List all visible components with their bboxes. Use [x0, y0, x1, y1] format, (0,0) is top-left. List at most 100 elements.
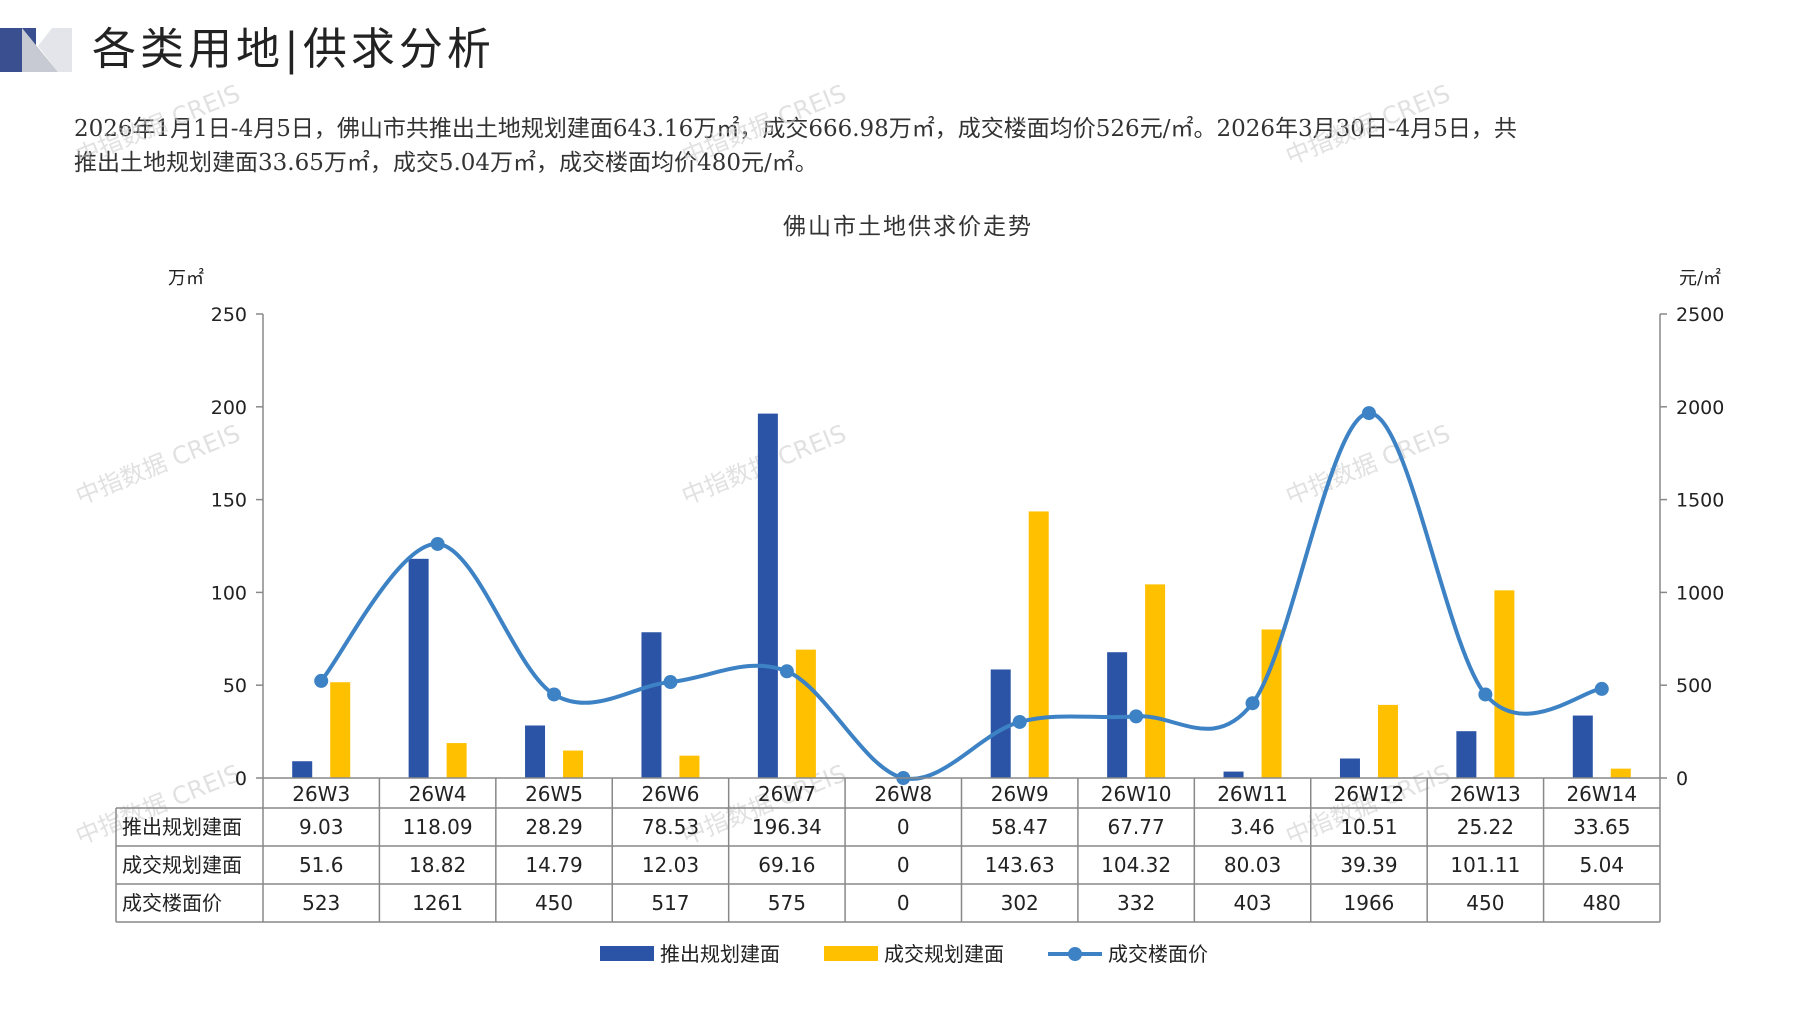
category-label: 26W3 — [292, 782, 350, 806]
table-cell-value: 0 — [897, 815, 910, 839]
category-label: 26W6 — [641, 782, 699, 806]
left-tick-label: 250 — [211, 304, 247, 326]
bar-deal — [1610, 768, 1631, 778]
right-tick-label: 500 — [1676, 675, 1712, 697]
price-point — [663, 675, 678, 690]
summary-line-2: 推出土地规划建面33.65万㎡，成交5.04万㎡，成交楼面均价480元/㎡。 — [74, 150, 818, 176]
table-cell-value: 143.63 — [985, 853, 1055, 877]
bar-deal — [1494, 590, 1515, 778]
category-label: 26W7 — [758, 782, 816, 806]
bar-supply — [1223, 771, 1244, 778]
right-tick-label: 1000 — [1676, 582, 1724, 604]
category-label: 26W13 — [1450, 782, 1521, 806]
bar-deal — [1261, 629, 1282, 778]
table-cell-value: 14.79 — [525, 853, 582, 877]
table-cell-value: 403 — [1233, 891, 1271, 915]
right-tick-label: 2000 — [1676, 397, 1724, 419]
right-axis-unit: 元/㎡ — [1679, 267, 1721, 289]
bar-deal — [330, 682, 351, 778]
left-tick-label: 150 — [211, 490, 247, 512]
table-cell-value: 101.11 — [1450, 853, 1520, 877]
table-cell-value: 51.6 — [299, 853, 344, 877]
price-point — [430, 536, 445, 551]
legend-price-label: 成交楼面价 — [1108, 942, 1208, 966]
bar-supply — [641, 632, 662, 778]
price-point — [1012, 714, 1027, 729]
chart-legend: 推出规划建面 成交规划建面 成交楼面价 — [600, 942, 1208, 966]
bar-deal — [446, 743, 467, 778]
table-cell-value: 80.03 — [1224, 853, 1281, 877]
price-point — [547, 687, 562, 702]
table-cell-value: 12.03 — [642, 853, 699, 877]
table-cell-value: 39.39 — [1340, 853, 1397, 877]
price-point — [779, 664, 794, 679]
price-point — [314, 673, 329, 688]
table-cell-value: 10.51 — [1340, 815, 1397, 839]
bar-deal — [795, 649, 816, 778]
category-label: 26W8 — [874, 782, 932, 806]
summary-text: 2026年1月1日-4月5日，佛山市共推出土地规划建面643.16万㎡，成交66… — [74, 112, 1734, 180]
bar-supply — [292, 761, 313, 778]
watermark-text: 中指数据 CREIS — [1282, 79, 1454, 170]
table-cell-value: 450 — [535, 891, 573, 915]
chart-title: 佛山市土地供求价走势 — [783, 214, 1033, 240]
table-cell-value: 0 — [897, 853, 910, 877]
table-cell-value: 3.46 — [1230, 815, 1275, 839]
price-line-series — [314, 406, 1609, 785]
left-tick-label: 50 — [223, 675, 247, 697]
bar-deal — [679, 755, 700, 778]
category-label: 26W9 — [991, 782, 1049, 806]
table-row-label: 成交楼面价 — [122, 891, 222, 915]
price-point — [1361, 406, 1376, 421]
data-table: 26W3 26W4 26W5 26W6 26W7 26W8 26W9 26W10 26W11 26… — [115, 777, 1661, 923]
table-cell-value: 0 — [897, 891, 910, 915]
right-tick-label: 1500 — [1676, 490, 1724, 512]
category-label: 26W5 — [525, 782, 583, 806]
category-label: 26W10 — [1101, 782, 1172, 806]
bar-supply — [990, 669, 1011, 778]
left-tick-label: 0 — [235, 768, 247, 790]
right-tick-label: 2500 — [1676, 304, 1724, 326]
bar-supply — [408, 558, 429, 778]
table-cell-value: 104.32 — [1101, 853, 1171, 877]
table-cell-value: 25.22 — [1457, 815, 1514, 839]
price-point — [1245, 696, 1260, 711]
watermark-text: 中指数据 CREIS — [1282, 419, 1454, 510]
table-cell-value: 332 — [1117, 891, 1155, 915]
table-cell-value: 1261 — [412, 891, 463, 915]
legend-deal-swatch — [824, 946, 878, 961]
right-tick-label: 0 — [1676, 768, 1688, 790]
table-cell-value: 58.47 — [991, 815, 1048, 839]
bar-deal — [1377, 704, 1398, 778]
page-title: 各类用地|供求分析 — [92, 24, 495, 75]
table-cell-value: 517 — [651, 891, 689, 915]
category-label: 26W4 — [409, 782, 467, 806]
table-row-label: 成交规划建面 — [122, 853, 242, 877]
left-axis-unit: 万㎡ — [168, 267, 204, 289]
table-cell-value: 5.04 — [1580, 853, 1625, 877]
table-cell-value: 18.82 — [409, 853, 466, 877]
table-cell-value: 9.03 — [299, 815, 344, 839]
price-line-path — [319, 411, 1603, 781]
bar-supply — [1339, 758, 1360, 778]
table-cell-value: 480 — [1583, 891, 1621, 915]
table-cell-value: 196.34 — [752, 815, 822, 839]
table-cell-value: 28.29 — [525, 815, 582, 839]
table-cell-value: 78.53 — [642, 815, 699, 839]
legend-supply-swatch — [600, 946, 654, 961]
table-cell-value: 575 — [768, 891, 806, 915]
price-point — [1129, 709, 1144, 724]
table-cell-value: 33.65 — [1573, 815, 1630, 839]
left-tick-label: 100 — [211, 582, 247, 604]
legend-supply-label: 推出规划建面 — [660, 942, 780, 966]
bar-deal — [1145, 584, 1166, 778]
category-label: 26W11 — [1217, 782, 1288, 806]
left-tick-label: 200 — [211, 397, 247, 419]
table-cell-value: 118.09 — [403, 815, 473, 839]
legend-deal-label: 成交规划建面 — [884, 942, 1004, 966]
bar-series — [292, 413, 1631, 778]
bar-supply — [1456, 731, 1477, 778]
table-cell-value: 1966 — [1344, 891, 1395, 915]
header-decoration-icon — [0, 28, 72, 72]
bar-supply — [525, 725, 546, 778]
